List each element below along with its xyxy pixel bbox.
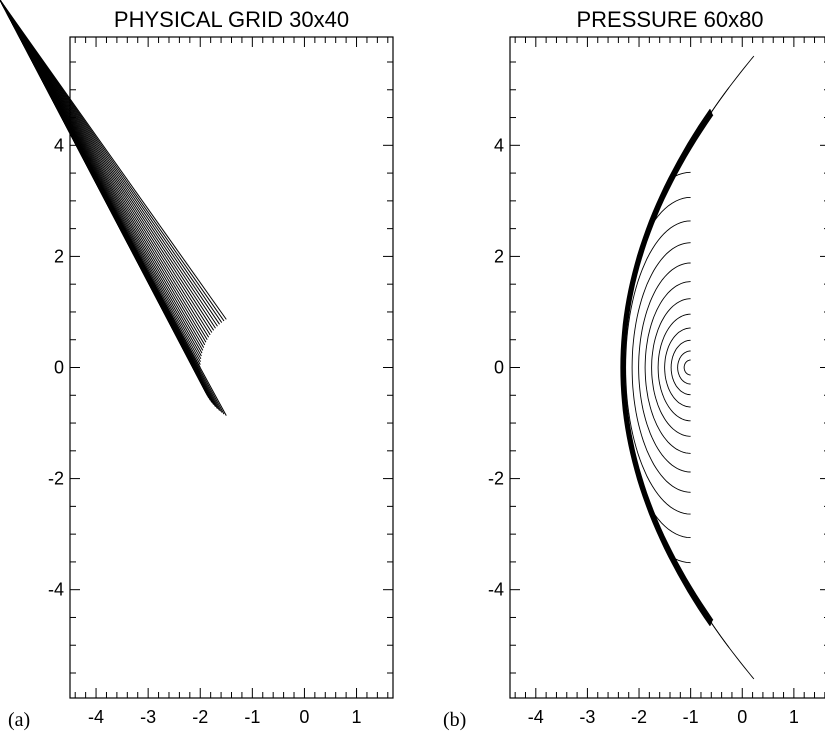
pressure-contour	[631, 242, 691, 493]
x-tick-label: -3	[579, 707, 595, 727]
pressure-contour	[644, 281, 691, 454]
panel-a-title: PHYSICAL GRID 30x40	[114, 7, 349, 32]
panel-a-label: (a)	[8, 709, 30, 731]
x-tick-label: -1	[683, 707, 699, 727]
pressure-contour	[623, 196, 691, 539]
panel-a-ticks	[70, 37, 393, 698]
shock-line	[621, 111, 712, 624]
panel-a-frame	[69, 36, 394, 699]
y-tick-label: 0	[494, 358, 504, 378]
x-tick-label: -1	[244, 707, 260, 727]
y-tick-label: 2	[54, 246, 64, 266]
shock-line	[624, 114, 714, 621]
y-tick-label: -2	[488, 469, 504, 489]
panel-b-label: (b)	[443, 709, 466, 731]
panel-b-ticks	[510, 37, 825, 698]
pressure-contour	[657, 313, 691, 422]
shock-line	[620, 108, 711, 627]
panel-a: PHYSICAL GRID 30x40 (a) -4 -3 -2 -1 0 1 …	[0, 0, 394, 731]
x-tick-label: 1	[352, 707, 362, 727]
x-tick-label: 0	[299, 707, 309, 727]
panel-a-y-tick-labels: -4 -2 0 2 4	[48, 135, 64, 599]
pressure-contour	[651, 298, 691, 437]
pressure-contour	[625, 220, 691, 515]
y-tick-label: -4	[488, 580, 504, 600]
pressure-contour	[664, 327, 691, 408]
x-tick-label: 0	[737, 707, 747, 727]
panel-a-x-tick-labels: -4 -3 -2 -1 0 1	[88, 707, 361, 727]
pressure-contour	[670, 339, 691, 396]
x-tick-label: -3	[140, 707, 156, 727]
pressure-contour	[623, 55, 755, 680]
pressure-contour	[638, 262, 691, 473]
panel-b-title: PRESSURE 60x80	[576, 7, 763, 32]
x-tick-label: -4	[88, 707, 104, 727]
panel-b: PRESSURE 60x80 (b) -4 -3 -2 -1 0 1 -4 -2…	[443, 7, 825, 731]
pressure-contour	[683, 359, 691, 376]
panel-b-frame	[509, 36, 825, 699]
grid-radial-line	[0, 0, 227, 320]
x-tick-label: -4	[528, 707, 544, 727]
panel-b-y-tick-labels: -4 -2 0 2 4	[488, 135, 504, 599]
y-tick-label: 2	[494, 246, 504, 266]
y-tick-label: 4	[494, 135, 504, 155]
y-tick-label: -4	[48, 580, 64, 600]
pressure-contour	[677, 350, 691, 385]
y-tick-label: 4	[54, 135, 64, 155]
x-tick-label: -2	[631, 707, 647, 727]
x-tick-label: -2	[192, 707, 208, 727]
y-tick-label: 0	[54, 358, 64, 378]
x-tick-label: 1	[789, 707, 799, 727]
pressure-contour	[623, 171, 691, 564]
panel-b-x-tick-labels: -4 -3 -2 -1 0 1	[528, 707, 799, 727]
panel-b-contours	[620, 55, 755, 680]
panel-a-grid-lines	[0, 0, 227, 416]
shock-line	[621, 109, 712, 626]
y-tick-label: -2	[48, 469, 64, 489]
